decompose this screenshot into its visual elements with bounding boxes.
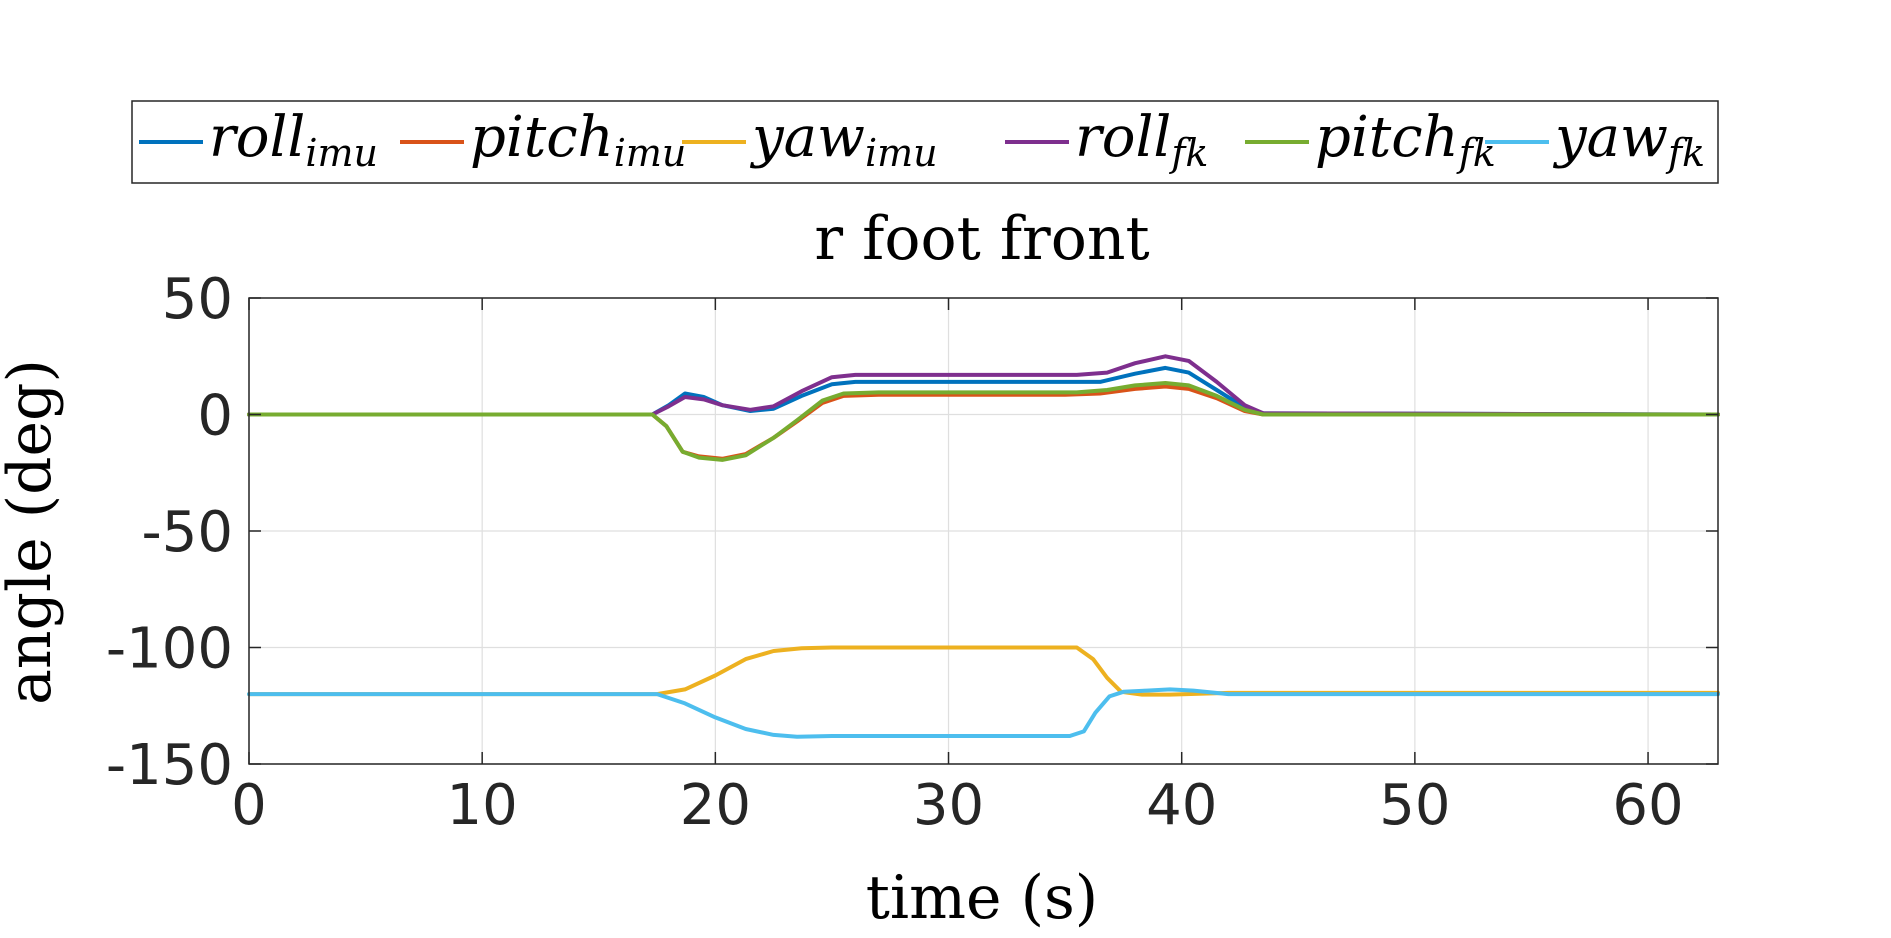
y-tick-label: -150: [106, 733, 233, 798]
y-tick-label: -50: [142, 500, 233, 565]
legend: rollimu pitchimu yawimu rollfk pitchfk yawfk: [131, 100, 1719, 184]
x-tick-label: 40: [1146, 773, 1217, 838]
legend-item-pitch-fk: pitchfk: [1245, 105, 1496, 175]
y-tick-label: 50: [162, 267, 233, 332]
x-tick-label: 0: [231, 773, 267, 838]
chart-title: r foot front: [814, 204, 1149, 274]
legend-item-yaw-fk: yawfk: [1485, 105, 1705, 175]
x-tick-label: 10: [447, 773, 518, 838]
legend-item-yaw-imu: yawimu: [682, 105, 938, 175]
x-tick-label: 60: [1612, 773, 1683, 838]
legend-item-pitch-imu: pitchimu: [400, 105, 686, 175]
plot-area: 0 10 20 30 40 50 60 50 0 -50 -100 -150: [106, 267, 1720, 838]
y-tick-label: -100: [106, 617, 233, 682]
x-axis-label: time (s): [866, 863, 1098, 933]
y-tick-label: 0: [197, 384, 233, 449]
legend-label: rollfk: [1075, 105, 1208, 175]
legend-label: pitchfk: [1315, 105, 1496, 175]
x-tick-label: 50: [1379, 773, 1450, 838]
ticks: 0 10 20 30 40 50 60 50 0 -50 -100 -150: [106, 267, 1718, 838]
y-axis-label: angle (deg): [0, 359, 65, 705]
legend-label: rollimu: [209, 105, 378, 175]
legend-box: [131, 100, 1719, 184]
series-line-roll-imu: [247, 365, 1720, 417]
legend-label: pitchimu: [470, 105, 686, 175]
legend-label: yawimu: [749, 105, 938, 175]
series-line-yaw-imu: [247, 645, 1720, 697]
x-tick-label: 30: [913, 773, 984, 838]
x-tick-label: 20: [680, 773, 751, 838]
series-line-pitch-fk: [247, 381, 1720, 462]
legend-item-roll-imu: rollimu: [139, 105, 378, 175]
series-line-roll-fk: [247, 354, 1720, 417]
series-line-yaw-fk: [247, 687, 1720, 739]
legend-item-roll-fk: rollfk: [1005, 105, 1208, 175]
series-lines: [247, 354, 1720, 739]
legend-label: yawfk: [1552, 105, 1705, 175]
